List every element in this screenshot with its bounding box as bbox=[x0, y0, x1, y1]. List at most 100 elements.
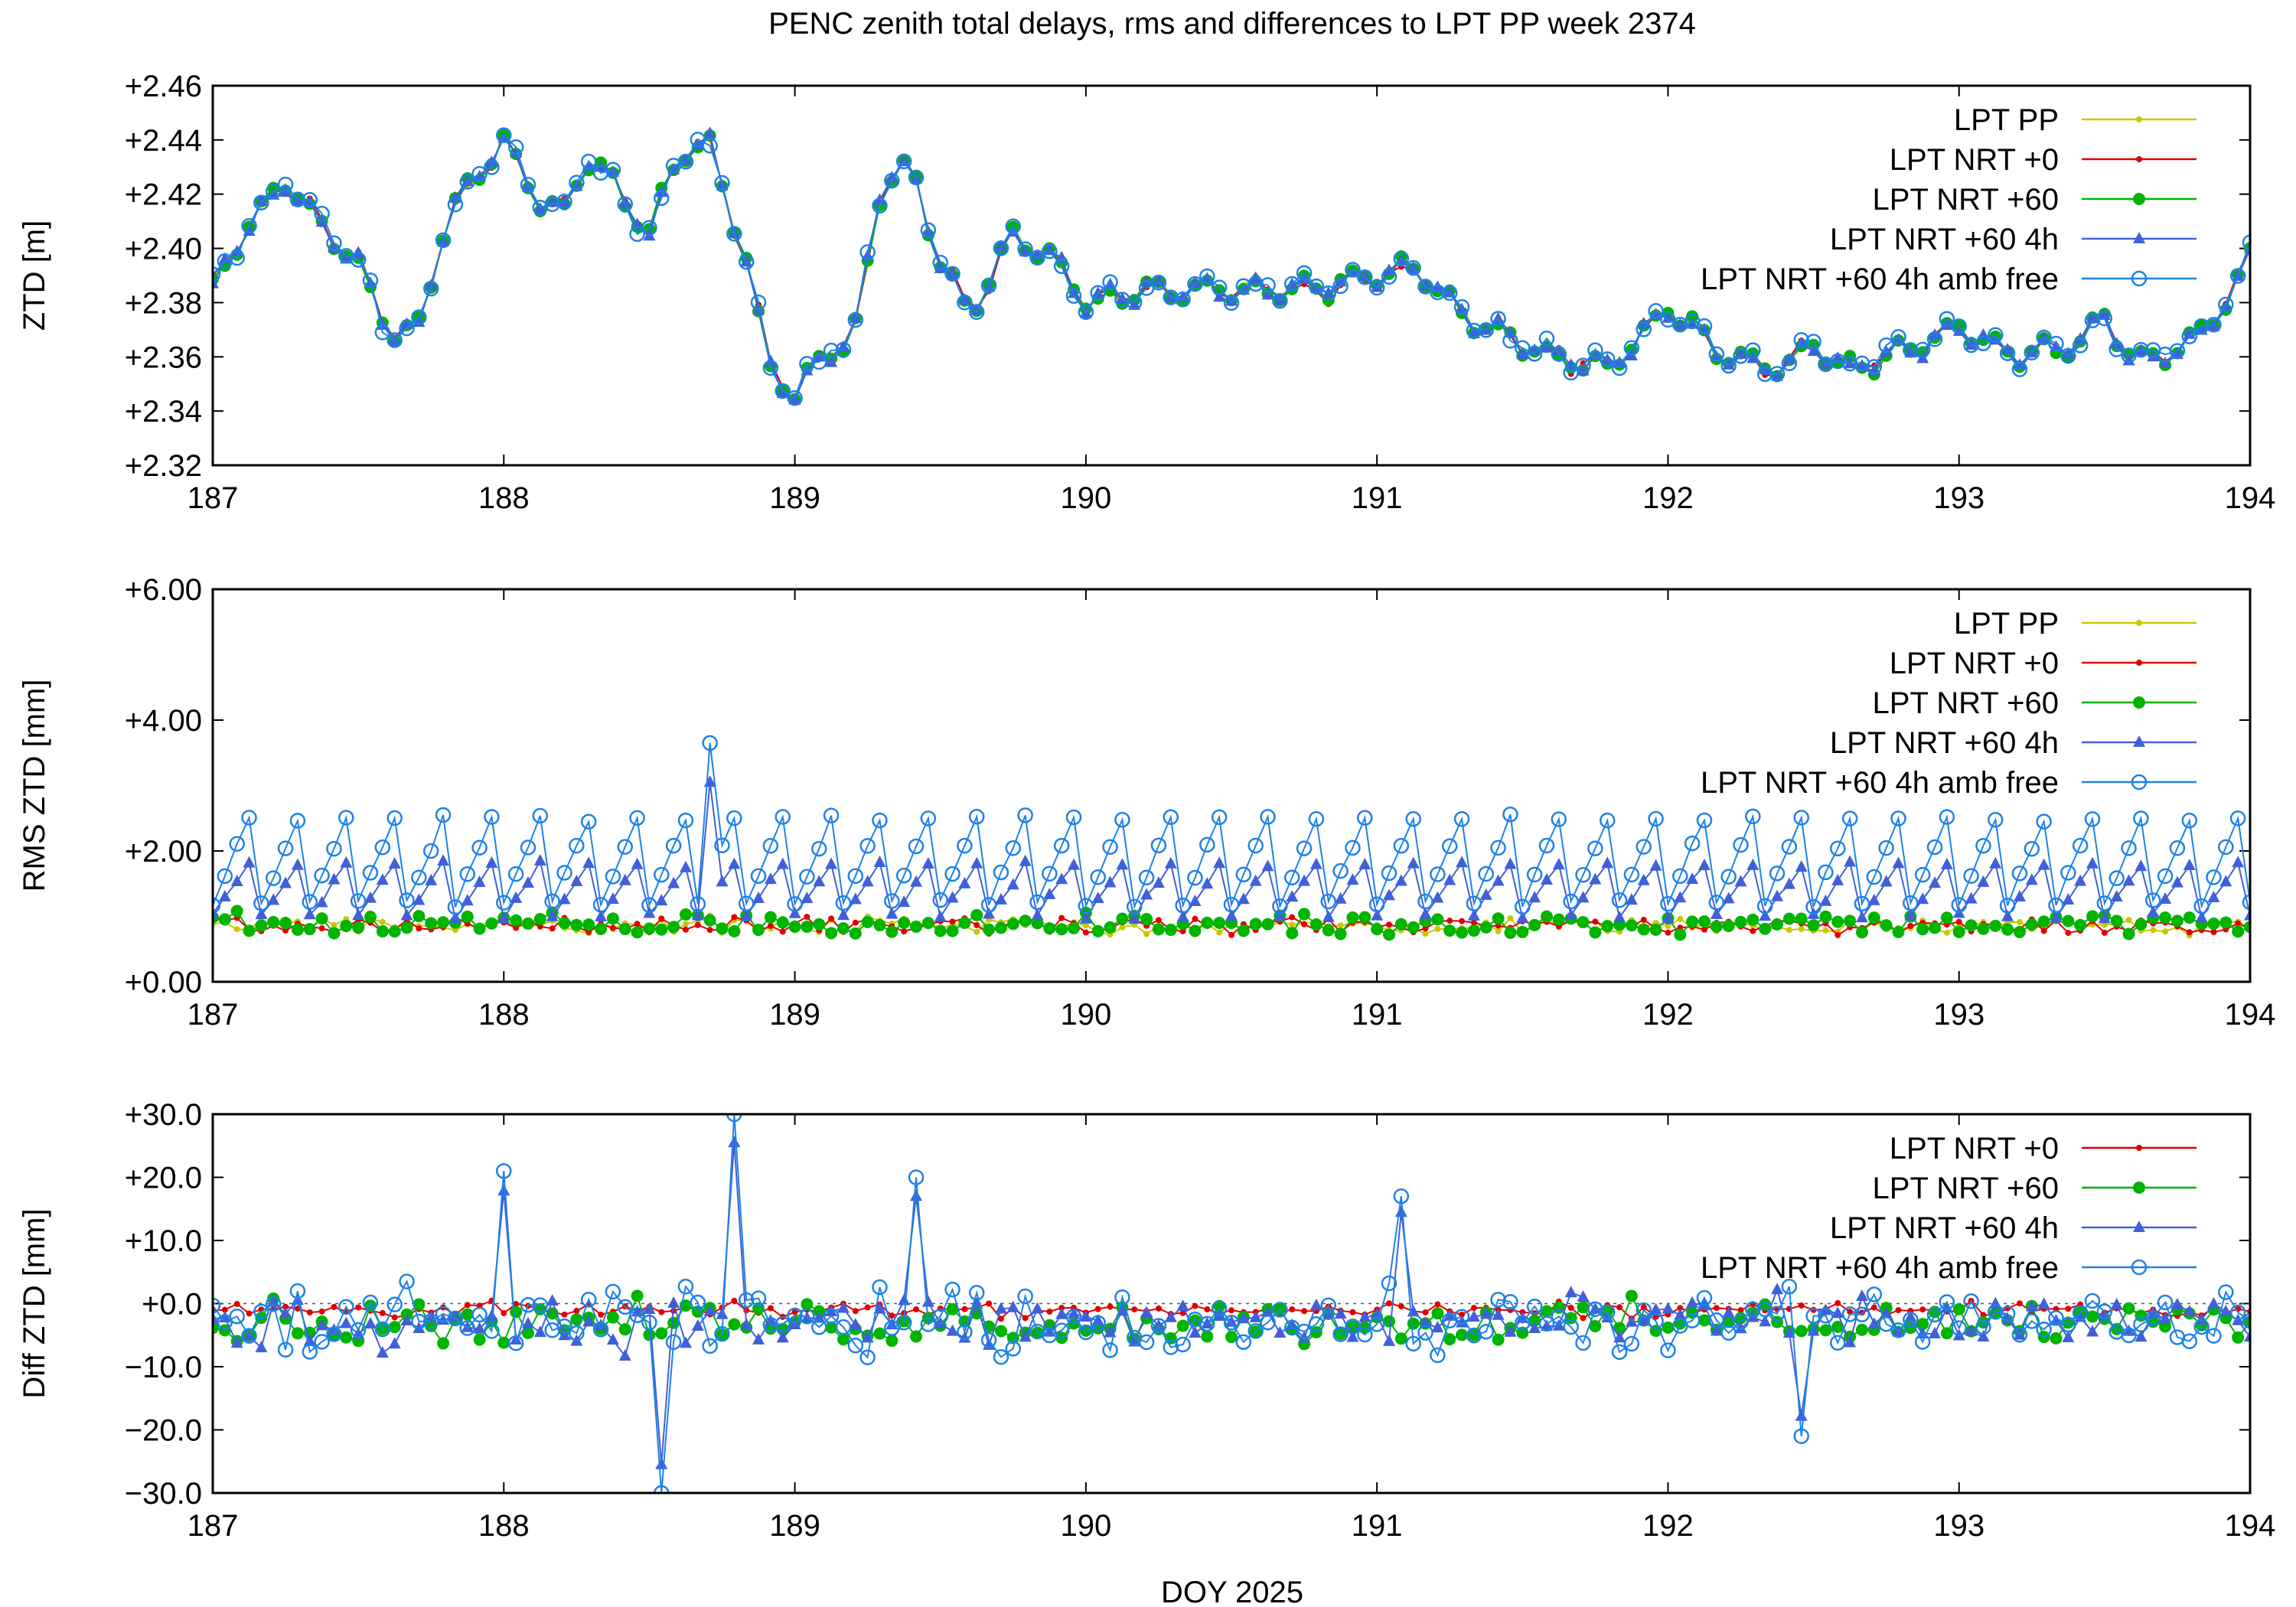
data-point bbox=[872, 197, 888, 214]
data-point bbox=[873, 1302, 886, 1314]
data-point bbox=[1734, 1322, 1747, 1334]
data-point bbox=[837, 340, 850, 352]
data-point bbox=[1855, 1323, 1868, 1336]
data-point bbox=[762, 838, 779, 854]
data-point bbox=[1616, 1304, 1623, 1311]
data-point bbox=[570, 1313, 583, 1326]
data-point bbox=[532, 1297, 549, 1313]
data-point bbox=[1249, 1310, 1262, 1322]
legend-marker bbox=[2133, 232, 2145, 243]
data-point bbox=[388, 925, 401, 938]
data-point bbox=[379, 1309, 386, 1316]
data-point bbox=[1564, 1286, 1577, 1298]
data-point bbox=[1140, 1305, 1153, 1318]
data-point bbox=[1516, 1311, 1529, 1323]
data-point bbox=[1346, 873, 1359, 885]
data-point bbox=[910, 920, 923, 933]
data-point bbox=[1963, 1293, 1979, 1309]
data-point bbox=[265, 870, 282, 886]
data-point bbox=[1456, 926, 1469, 939]
data-point bbox=[1710, 907, 1723, 919]
data-point bbox=[1260, 809, 1276, 825]
data-point bbox=[326, 235, 342, 251]
data-point bbox=[1601, 1304, 1614, 1317]
data-point bbox=[2195, 911, 2208, 923]
data-point bbox=[1854, 1306, 1870, 1322]
data-point bbox=[691, 908, 704, 921]
data-point bbox=[448, 911, 461, 924]
data-point bbox=[1844, 1335, 1857, 1348]
data-point bbox=[1055, 872, 1068, 885]
data-point bbox=[1613, 1322, 1626, 1335]
data-point bbox=[459, 865, 475, 882]
data-point bbox=[2037, 858, 2050, 870]
data-point bbox=[2062, 1331, 2075, 1343]
data-point bbox=[2242, 1312, 2250, 1329]
data-point bbox=[2060, 347, 2076, 364]
data-point bbox=[1358, 857, 1371, 869]
data-point bbox=[461, 1320, 474, 1332]
data-point bbox=[1660, 895, 1676, 912]
data-point bbox=[2050, 1332, 2063, 1345]
data-point bbox=[694, 921, 701, 928]
data-point bbox=[328, 1323, 341, 1335]
data-point bbox=[908, 838, 925, 855]
data-point bbox=[1919, 1306, 1926, 1313]
data-point bbox=[533, 913, 546, 926]
data-point bbox=[2060, 1316, 2076, 1333]
data-point bbox=[849, 1318, 862, 1330]
data-point bbox=[459, 174, 475, 190]
data-point bbox=[1357, 810, 1373, 826]
data-point bbox=[533, 1325, 546, 1338]
data-point bbox=[1746, 858, 1760, 870]
data-point bbox=[1701, 926, 1707, 933]
data-point bbox=[2037, 915, 2050, 928]
data-point bbox=[546, 1294, 559, 1306]
data-point bbox=[1818, 1308, 1834, 1324]
data-point bbox=[2025, 1299, 2038, 1312]
data-point bbox=[1684, 1312, 1701, 1328]
data-point bbox=[1831, 1320, 1844, 1333]
data-point bbox=[1422, 931, 1429, 937]
data-point bbox=[1951, 1320, 1967, 1336]
data-point bbox=[1769, 865, 1786, 882]
data-point bbox=[776, 1322, 789, 1335]
data-point bbox=[1805, 334, 1821, 350]
data-point bbox=[946, 1324, 959, 1336]
data-point bbox=[2096, 310, 2113, 327]
data-point bbox=[362, 865, 379, 881]
data-point bbox=[1551, 346, 1567, 362]
data-point bbox=[1781, 1278, 1798, 1295]
data-point bbox=[1247, 275, 1264, 292]
data-point bbox=[716, 1307, 729, 1319]
data-point bbox=[1916, 1318, 1929, 1331]
x-tick-label: 193 bbox=[1933, 998, 1985, 1032]
data-point bbox=[1847, 1309, 1854, 1315]
data-point bbox=[1228, 931, 1234, 938]
data-point bbox=[617, 1299, 633, 1315]
data-point bbox=[1551, 1309, 1567, 1325]
data-point bbox=[837, 1301, 850, 1313]
data-point bbox=[306, 1309, 313, 1316]
data-point bbox=[558, 1328, 571, 1341]
data-point bbox=[1611, 892, 1628, 908]
data-point bbox=[230, 1336, 243, 1348]
data-point bbox=[1272, 898, 1288, 914]
data-point bbox=[1405, 810, 1421, 827]
data-point bbox=[1441, 838, 1458, 855]
data-point bbox=[1575, 357, 1591, 373]
data-point bbox=[2207, 891, 2220, 903]
data-point bbox=[1479, 888, 1492, 900]
data-point bbox=[1272, 293, 1288, 309]
data-point bbox=[448, 1310, 461, 1322]
data-point bbox=[1722, 1305, 1735, 1318]
data-point bbox=[1201, 1330, 1214, 1343]
data-point bbox=[1552, 913, 1565, 926]
data-point bbox=[2036, 329, 2052, 346]
data-point bbox=[582, 1315, 595, 1327]
data-point bbox=[2244, 1330, 2250, 1342]
data-point bbox=[437, 854, 450, 866]
data-point bbox=[1722, 920, 1735, 933]
data-point bbox=[629, 226, 645, 243]
data-point bbox=[852, 1308, 859, 1315]
